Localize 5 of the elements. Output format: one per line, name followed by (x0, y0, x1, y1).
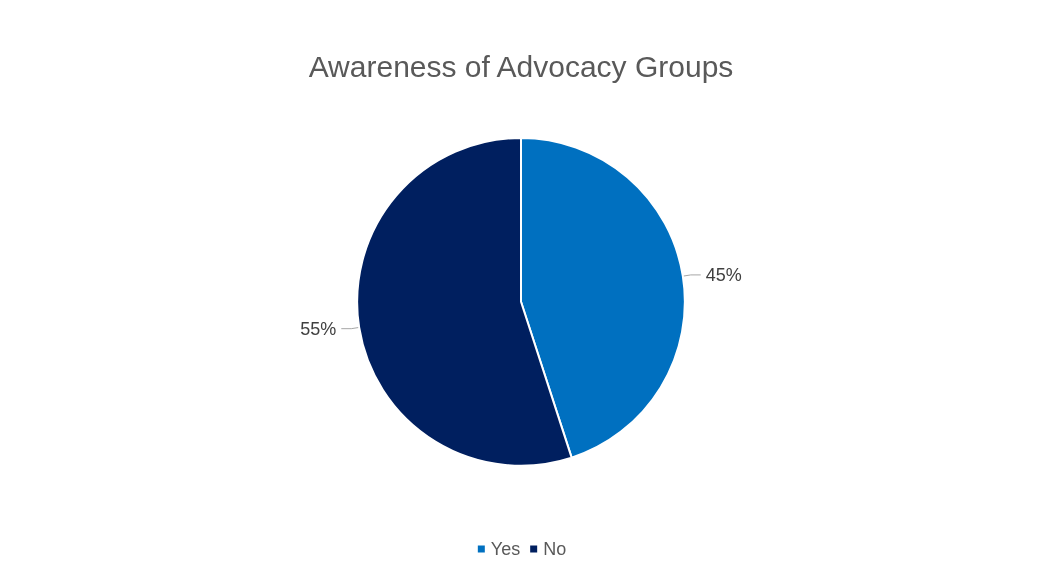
legend-label: No (543, 539, 567, 559)
data-label: 55% (300, 318, 337, 339)
chart-title: Awareness of Advocacy Groups (308, 49, 734, 83)
data-label: 45% (705, 264, 742, 285)
legend-label: Yes (490, 539, 521, 559)
